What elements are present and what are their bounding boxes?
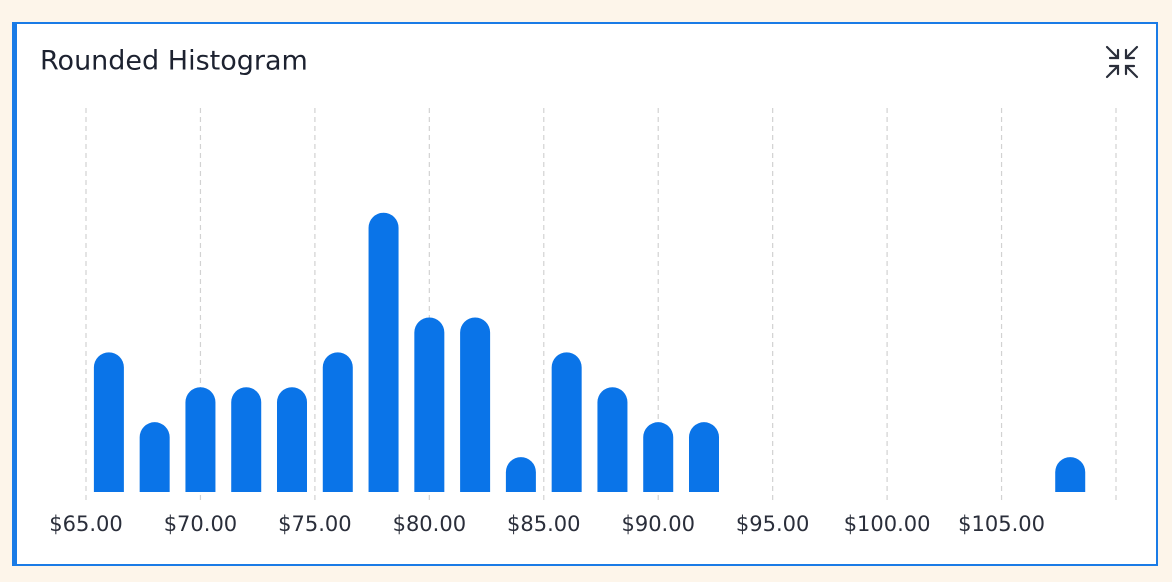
- bar: [93, 352, 124, 492]
- chart-title: Rounded Histogram: [40, 46, 308, 77]
- bar: [368, 212, 399, 492]
- bar: [505, 457, 536, 492]
- x-tick-label: $95.00: [736, 512, 809, 536]
- bar: [414, 317, 445, 492]
- bar: [551, 352, 582, 492]
- bar: [322, 352, 353, 492]
- card: [12, 22, 1158, 566]
- x-tick-label: $80.00: [393, 512, 466, 536]
- bar: [643, 422, 674, 492]
- x-tick-label: $90.00: [621, 512, 694, 536]
- x-tick-label: $65.00: [49, 512, 122, 536]
- x-tick-label: $85.00: [507, 512, 580, 536]
- bar: [1055, 457, 1086, 492]
- bar: [460, 317, 491, 492]
- bar: [231, 387, 262, 492]
- x-tick-label: $105.00: [958, 512, 1045, 536]
- x-tick-label: $75.00: [278, 512, 351, 536]
- bar: [139, 422, 170, 492]
- bar: [277, 387, 307, 492]
- x-tick-label: $70.00: [164, 512, 237, 536]
- bar: [597, 387, 628, 492]
- x-tick-label: $100.00: [844, 512, 931, 536]
- collapse-icon[interactable]: [1105, 45, 1139, 79]
- bar: [185, 387, 216, 492]
- card-accent: [12, 22, 17, 566]
- bar: [689, 422, 719, 492]
